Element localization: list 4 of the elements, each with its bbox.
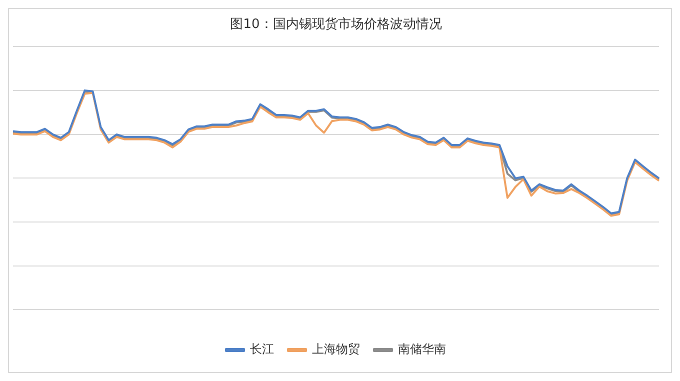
chart-title: 图10：国内锡现货市场价格波动情况 (230, 17, 442, 32)
legend-label: 长江 (250, 342, 274, 356)
legend-label: 上海物贸 (312, 342, 360, 356)
legend-label: 南储华南 (398, 342, 446, 356)
